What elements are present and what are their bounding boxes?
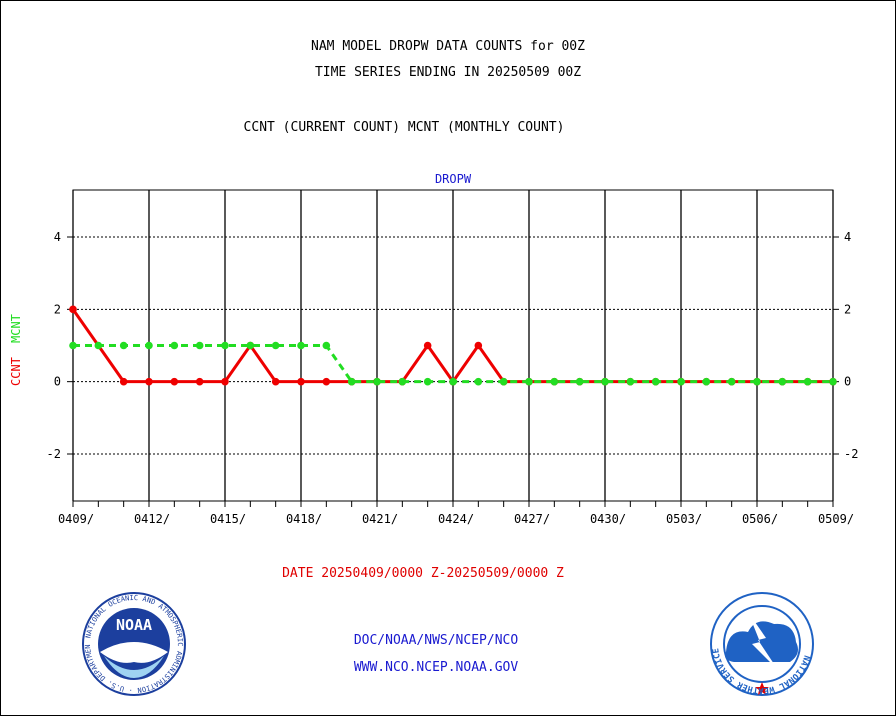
mcnt-point [525, 377, 533, 386]
y-tick-label-left: 2 [54, 302, 61, 316]
mcnt-point [575, 377, 584, 386]
mcnt-point [423, 377, 432, 386]
mcnt-point [753, 377, 761, 386]
x-tick-label: 0427/ [514, 512, 550, 526]
y-tick-label-left: 0 [54, 375, 61, 389]
mcnt-point [145, 341, 153, 350]
mcnt-point [195, 341, 204, 350]
ccnt-point [69, 305, 77, 314]
mcnt-point [474, 377, 483, 386]
nws-lightning-icon [748, 612, 778, 670]
ccnt-point [474, 341, 483, 350]
mcnt-point [297, 341, 305, 350]
mcnt-point [170, 341, 179, 350]
url-line: WWW.NCO.NCEP.NOAA.GOV [353, 660, 519, 675]
ccnt-point [271, 377, 280, 386]
noaa-water-icon [104, 656, 164, 678]
grid-layer [67, 189, 839, 507]
x-tick-label: 0503/ [666, 512, 702, 526]
y-tick-label-left: -2 [47, 447, 61, 461]
y-axis-label-ccnt: CCNT [9, 357, 23, 386]
ccnt-point [119, 377, 128, 386]
mcnt-point [499, 377, 508, 386]
y-tick-label-right: -2 [844, 447, 858, 461]
series-line-ccnt [71, 308, 833, 384]
x-tick-label: 0430/ [590, 512, 626, 526]
nws-star-icon [755, 682, 769, 695]
x-tick-label: 0418/ [286, 512, 322, 526]
nws-cloud-icon [725, 621, 798, 662]
ccnt-point [221, 377, 229, 386]
x-tick-label: 0409/ [58, 512, 94, 526]
mcnt-point [626, 377, 635, 386]
noaa-bird-icon [100, 642, 168, 663]
x-tick-label: 0509/ [818, 512, 854, 526]
x-tick-label: 0506/ [742, 512, 778, 526]
mcnt-point [449, 377, 457, 386]
mcnt-point [778, 377, 787, 386]
mcnt-point [651, 377, 660, 386]
y-axis-label-mcnt: MCNT [9, 314, 23, 343]
mcnt-point [347, 377, 356, 386]
noaa-logo: NOAA NATIONAL OCEANIC AND ATMOSPHERIC AD… [80, 592, 186, 696]
mcnt-point [601, 377, 609, 386]
ccnt-point [322, 377, 331, 386]
mcnt-point [246, 341, 255, 350]
noaa-logo-text: NOAA [116, 616, 152, 634]
y-tick-label-right: 4 [844, 230, 851, 244]
mcnt-point [702, 377, 711, 386]
chart-title-line2: TIME SERIES ENDING IN 20250509 00Z [314, 65, 582, 80]
mcnt-point [803, 377, 812, 386]
ccnt-point [170, 377, 179, 386]
mcnt-point [677, 377, 685, 386]
mcnt-point [829, 377, 837, 386]
y-tick-label-right: 0 [844, 375, 851, 389]
chart-title: DROPW [435, 172, 472, 186]
ccnt-point [195, 377, 204, 386]
mcnt-point [550, 377, 559, 386]
mcnt-point [94, 341, 103, 350]
mcnt-point [398, 377, 407, 386]
x-tick-label: 0424/ [438, 512, 474, 526]
mcnt-point [271, 341, 280, 350]
y-tick-label-right: 2 [844, 302, 851, 316]
ccnt-point [145, 377, 153, 386]
mcnt-point [221, 341, 229, 350]
mcnt-point [69, 341, 77, 350]
mcnt-point [322, 341, 331, 350]
mcnt-point [373, 377, 381, 386]
nws-logo: NATIONAL WEATHER SERVICE [710, 592, 814, 696]
org-line: DOC/NOAA/NWS/NCEP/NCO [353, 633, 519, 648]
label-layer: -2 -2 0 0 2 2 4 4 0409/0412/0415/0418/0421/0424/… [9, 172, 858, 526]
mcnt-point [727, 377, 736, 386]
x-tick-label: 0421/ [362, 512, 398, 526]
chart-title-line1: NAM MODEL DROPW DATA COUNTS for 00Z [311, 39, 585, 54]
ccnt-point [423, 341, 432, 350]
ccnt-point [297, 377, 305, 386]
series-layer [69, 305, 837, 386]
legend-note: CCNT (CURRENT COUNT) MCNT (MONTHLY COUNT… [243, 120, 565, 135]
date-range-label: DATE 20250409/0000 Z-20250509/0000 Z [282, 566, 564, 581]
x-tick-label: 0412/ [134, 512, 170, 526]
y-tick-label-left: 4 [54, 230, 61, 244]
x-tick-label: 0415/ [210, 512, 246, 526]
mcnt-point [119, 341, 128, 350]
